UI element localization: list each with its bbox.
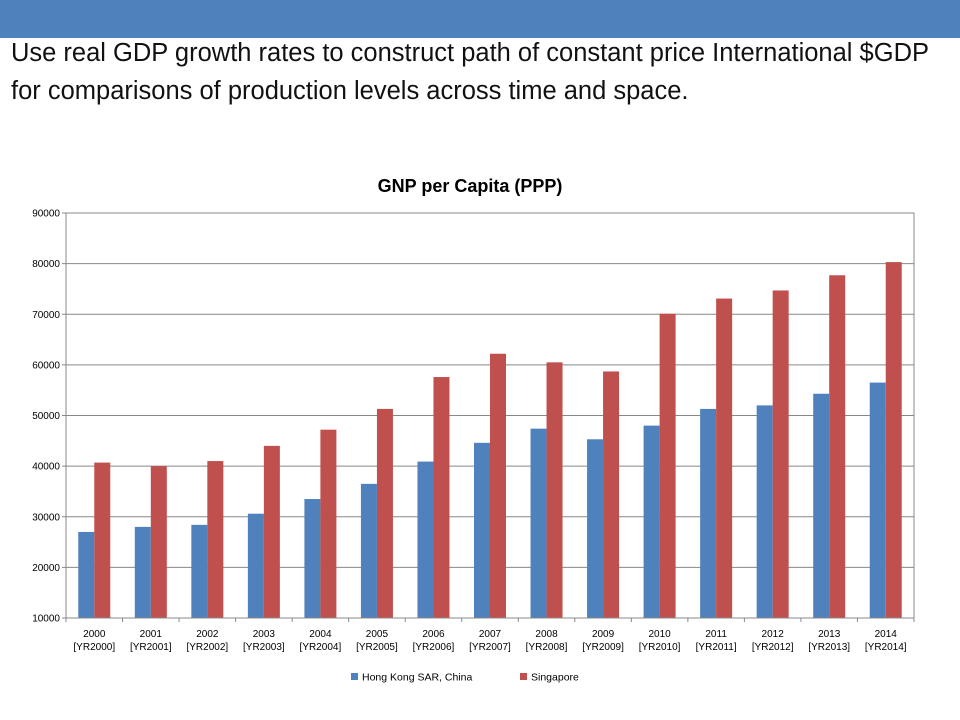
bar-hong-kong-sar-china-2008 xyxy=(530,428,547,618)
x-tick-label-code: [YR2000] xyxy=(73,642,115,653)
x-tick-label-code: [YR2012] xyxy=(752,642,794,653)
x-tick-label-code: [YR2011] xyxy=(696,642,737,653)
x-tick-label-year: 2008 xyxy=(535,629,558,640)
slide-body-text: Use real GDP growth rates to construct p… xyxy=(11,39,929,105)
x-tick-label-code: [YR2010] xyxy=(639,642,681,653)
y-tick-label: 90000 xyxy=(32,209,60,220)
bars xyxy=(78,262,902,618)
bar-hong-kong-sar-china-2014 xyxy=(869,382,886,618)
bar-hong-kong-sar-china-2006 xyxy=(417,461,434,618)
y-tick-label: 10000 xyxy=(32,614,60,625)
bar-singapore-2002 xyxy=(207,461,224,618)
x-tick-label-code: [YR2007] xyxy=(469,642,511,653)
y-tick-label: 50000 xyxy=(32,411,60,422)
x-tick-label-year: 2007 xyxy=(479,629,502,640)
bar-singapore-2009 xyxy=(603,371,620,618)
bar-singapore-2008 xyxy=(546,362,563,618)
bar-hong-kong-sar-china-2010 xyxy=(643,425,660,618)
y-tick-labels: 10000 20000 30000 40000 50000 60000 70000 80000… xyxy=(32,209,60,625)
bar-singapore-2013 xyxy=(829,275,846,618)
bar-hong-kong-sar-china-2009 xyxy=(587,439,604,618)
x-tick-label-code: [YR2004] xyxy=(300,642,342,653)
x-tick-label-year: 2009 xyxy=(592,629,615,640)
y-tick-label: 60000 xyxy=(32,360,60,371)
x-tick-label-year: 2002 xyxy=(196,629,219,640)
x-tick-label-year: 2003 xyxy=(253,629,276,640)
bar-singapore-2007 xyxy=(490,353,506,618)
bar-hong-kong-sar-china-2007 xyxy=(474,442,490,618)
bar-hong-kong-sar-china-2003 xyxy=(247,513,264,618)
legend-swatch xyxy=(351,673,358,680)
bar-hong-kong-sar-china-2000 xyxy=(78,531,95,618)
y-tick-label: 20000 xyxy=(32,563,60,574)
bar-hong-kong-sar-china-2005 xyxy=(360,483,377,618)
x-tick-label-year: 2014 xyxy=(875,629,898,640)
x-tick-label-year: 2001 xyxy=(140,629,163,640)
y-tick-label: 70000 xyxy=(32,310,60,321)
bar-hong-kong-sar-china-2013 xyxy=(813,393,830,618)
y-tick-label: 80000 xyxy=(32,259,60,270)
x-tick-labels: 2000 [YR2000] 2001 [YR2001] 2002 [YR2002] 2003… xyxy=(73,629,906,653)
chart-title: GNP per Capita (PPP) xyxy=(378,176,563,196)
x-tick-label-year: 2013 xyxy=(818,629,841,640)
plot-area-border xyxy=(65,212,915,619)
legend-label: Singapore xyxy=(531,672,579,684)
y-tick-label: 40000 xyxy=(32,462,60,473)
bar-hong-kong-sar-china-2004 xyxy=(304,499,321,618)
x-tick-label-year: 2005 xyxy=(366,629,389,640)
x-tick-label-year: 2010 xyxy=(648,629,671,640)
bar-singapore-2001 xyxy=(150,466,167,618)
bar-hong-kong-sar-china-2012 xyxy=(756,405,773,618)
x-tick-label-code: [YR2014] xyxy=(865,642,907,653)
x-tick-label-code: [YR2005] xyxy=(356,642,398,653)
bar-singapore-2005 xyxy=(376,408,393,618)
x-tick-label-code: [YR2008] xyxy=(526,642,568,653)
x-tick-label-year: 2004 xyxy=(309,629,332,640)
legend: Hong Kong SAR, China Singapore xyxy=(351,672,579,684)
x-tick-label-year: 2006 xyxy=(422,629,445,640)
bar-singapore-2004 xyxy=(320,429,337,618)
x-tick-label-year: 2012 xyxy=(762,629,785,640)
axes xyxy=(62,212,915,622)
top-accent-bar xyxy=(0,0,960,38)
x-tick-label-code: [YR2009] xyxy=(582,642,624,653)
bar-singapore-2003 xyxy=(263,445,280,618)
x-tick-label-code: [YR2006] xyxy=(413,642,455,653)
x-tick-label-code: [YR2002] xyxy=(186,642,228,653)
bar-hong-kong-sar-china-2011 xyxy=(700,408,717,618)
bar-singapore-2014 xyxy=(885,262,902,618)
bar-singapore-2012 xyxy=(772,290,789,618)
x-tick-label-code: [YR2001] xyxy=(130,642,172,653)
x-tick-label-code: [YR2013] xyxy=(808,642,850,653)
bar-singapore-2000 xyxy=(94,462,111,618)
bar-singapore-2010 xyxy=(659,313,676,618)
x-tick-label-code: [YR2003] xyxy=(243,642,285,653)
bar-hong-kong-sar-china-2001 xyxy=(134,526,151,618)
legend-label: Hong Kong SAR, China xyxy=(362,672,472,684)
x-tick-label-year: 2011 xyxy=(705,629,727,640)
y-tick-label: 30000 xyxy=(32,512,60,523)
bar-singapore-2006 xyxy=(433,377,450,618)
bar-singapore-2011 xyxy=(716,298,733,618)
bar-hong-kong-sar-china-2002 xyxy=(191,524,208,618)
legend-swatch xyxy=(520,673,527,680)
x-tick-label-year: 2000 xyxy=(83,629,106,640)
